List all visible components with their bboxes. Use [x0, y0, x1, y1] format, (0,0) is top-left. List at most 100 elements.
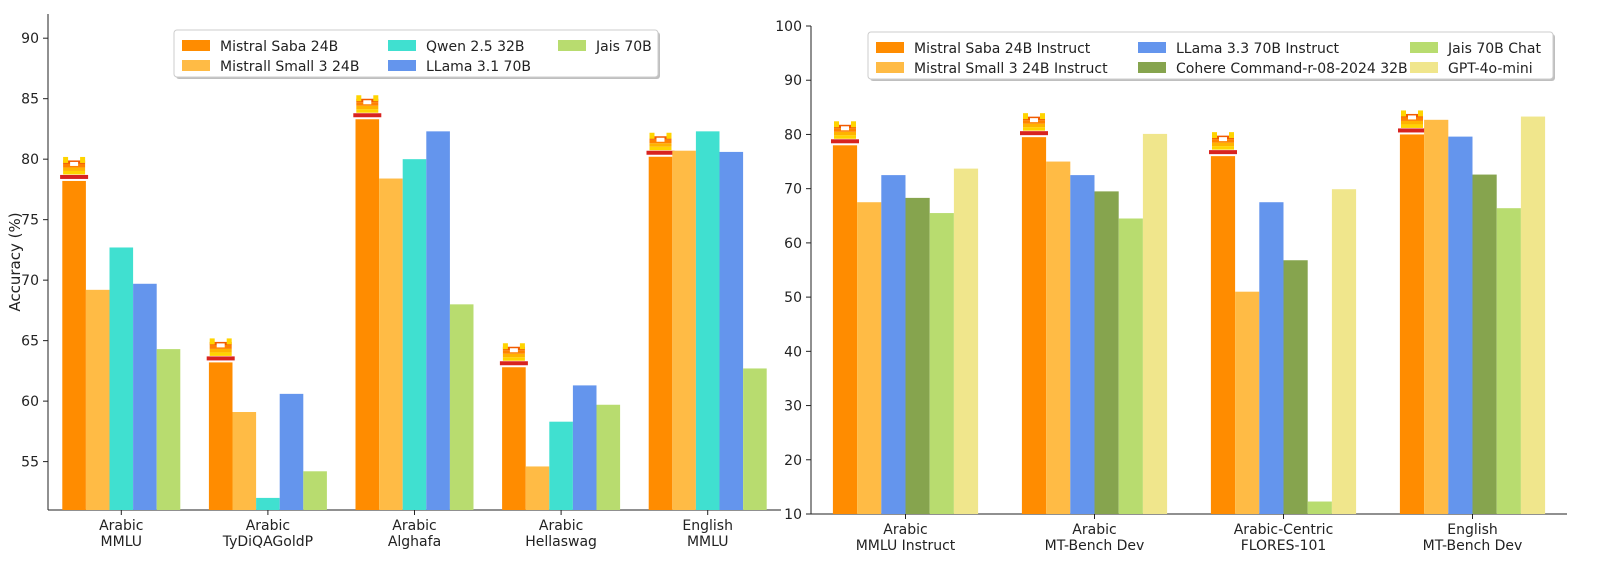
legend-label: Mistral Small 3 24B Instruct [914, 61, 1108, 77]
y-tick-label: 20 [784, 453, 802, 469]
y-tick-label: 90 [21, 31, 39, 47]
y-tick-label: 50 [784, 290, 802, 306]
bar [1210, 156, 1236, 514]
mistral-logo-icon [646, 132, 675, 155]
x-tick-label: English [1447, 522, 1498, 538]
bar [1283, 260, 1308, 514]
legend-label: Mistral Saba 24B [220, 39, 338, 55]
legend-swatch [182, 40, 210, 51]
bar [256, 497, 280, 510]
x-tick-label: Arabic [99, 518, 143, 534]
bar [719, 151, 744, 510]
x-tick-label: Arabic [539, 518, 583, 534]
legend-swatch [1138, 62, 1166, 73]
legend-swatch [388, 40, 416, 51]
mistral-logo-icon [1020, 113, 1048, 136]
x-tick-label: Arabic-Centric [1234, 522, 1334, 538]
legend-swatch [558, 40, 586, 51]
legend-label: Mistrall Small 3 24B [220, 59, 359, 75]
y-tick-label: 10 [784, 507, 802, 523]
bar [596, 404, 621, 510]
x-tick-label: Alghafa [388, 534, 441, 550]
bar [379, 178, 403, 510]
bar [62, 180, 86, 510]
mistral-logo-icon [1209, 132, 1237, 155]
bar [929, 213, 954, 515]
bar [881, 175, 906, 514]
legend-label: GPT-4o-mini [1448, 61, 1533, 77]
legend-swatch [1138, 42, 1166, 53]
mistral-logo-icon [60, 156, 89, 179]
legend-frame [867, 31, 1554, 80]
mistral-logo-icon [1398, 110, 1426, 133]
bar [648, 156, 673, 510]
legend-swatch [388, 60, 416, 71]
legend-swatch [1410, 62, 1438, 73]
bar [1448, 136, 1473, 514]
bar [303, 471, 327, 510]
y-tick-label: 60 [21, 394, 39, 410]
bar [1070, 175, 1095, 514]
bar [1399, 134, 1425, 514]
bar [1331, 189, 1357, 514]
y-tick-label: 80 [784, 127, 802, 143]
legend-swatch [876, 62, 904, 73]
bar [695, 131, 720, 510]
bar [1094, 191, 1119, 514]
y-tick-label: 90 [784, 73, 802, 89]
bar [1021, 137, 1047, 514]
bar [232, 412, 257, 510]
bar [355, 119, 380, 510]
bar [1118, 218, 1143, 514]
x-tick-label: Arabic [1072, 522, 1116, 538]
y-tick-label: 55 [21, 455, 39, 471]
bar [572, 385, 597, 510]
x-tick-label: Arabic [246, 518, 290, 534]
bar [525, 466, 550, 510]
mistral-logo-icon [499, 343, 528, 366]
bar [672, 150, 696, 510]
bar [156, 349, 181, 510]
x-tick-label: Arabic [392, 518, 436, 534]
bar [1259, 202, 1284, 514]
legend-frame [173, 29, 659, 78]
bar [133, 283, 157, 510]
bar [1046, 161, 1071, 515]
bar [1307, 501, 1332, 514]
y-tick-label: 85 [21, 92, 39, 108]
legend-label: LLama 3.1 70B [426, 59, 531, 75]
legend-swatch [1410, 42, 1438, 53]
legend-label: LLama 3.3 70B Instruct [1176, 41, 1340, 57]
legend: Mistral Saba 24B Mistrall Small 3 24B Qwen… [173, 29, 660, 79]
x-tick-label: TyDiQAGoldP [222, 534, 313, 550]
x-tick-label: Arabic [883, 522, 927, 538]
bar [953, 168, 979, 515]
y-tick-label: 40 [784, 344, 802, 360]
legend-label: Qwen 2.5 32B [426, 39, 525, 55]
x-tick-label: MT-Bench Dev [1423, 538, 1523, 554]
x-tick-label: MMLU [687, 534, 729, 550]
x-tick-label: MMLU Instruct [856, 538, 956, 554]
legend-label: Mistral Saba 24B Instruct [914, 41, 1091, 57]
y-tick-label: 30 [784, 399, 802, 415]
y-tick-label: 75 [21, 213, 39, 229]
y-tick-label: 100 [775, 19, 802, 35]
legend-label: Jais 70B [595, 39, 652, 55]
y-tick-label: 60 [784, 236, 802, 252]
mistral-logo-icon [353, 95, 382, 118]
y-tick-label: 70 [784, 182, 802, 198]
mistral-logo-icon [206, 338, 235, 361]
bar [85, 289, 110, 510]
bar [857, 202, 882, 514]
bar [1142, 133, 1168, 514]
bar [502, 367, 526, 510]
bar [449, 304, 474, 510]
legend: Mistral Saba 24B Instruct Mistral Small 3… [867, 31, 1555, 81]
bar [109, 247, 134, 511]
bar [1424, 119, 1449, 514]
bar [402, 159, 427, 511]
legend-label: Cohere Command-r-08-2024 32B [1176, 61, 1408, 77]
x-tick-label: MT-Bench Dev [1045, 538, 1145, 554]
bar [905, 197, 930, 514]
